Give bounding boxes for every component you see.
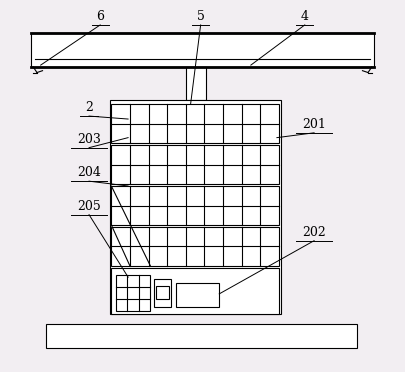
Bar [116, 275, 150, 311]
Bar [31, 33, 374, 67]
Bar [154, 279, 171, 307]
Bar [111, 268, 279, 314]
Text: 202: 202 [302, 226, 326, 239]
Bar [111, 145, 279, 184]
Bar [111, 186, 279, 225]
Text: 203: 203 [77, 133, 101, 146]
Text: 204: 204 [77, 167, 101, 179]
Text: 4: 4 [301, 10, 309, 23]
Bar [111, 104, 279, 143]
Bar [156, 286, 169, 299]
Text: 2: 2 [85, 102, 93, 114]
Text: 201: 201 [302, 118, 326, 131]
Bar [186, 67, 206, 100]
Bar [109, 100, 281, 314]
Bar [46, 324, 357, 348]
Bar [177, 283, 219, 307]
Text: 205: 205 [77, 200, 101, 213]
Text: 6: 6 [96, 10, 104, 23]
Text: 5: 5 [197, 10, 205, 23]
Bar [111, 227, 279, 266]
